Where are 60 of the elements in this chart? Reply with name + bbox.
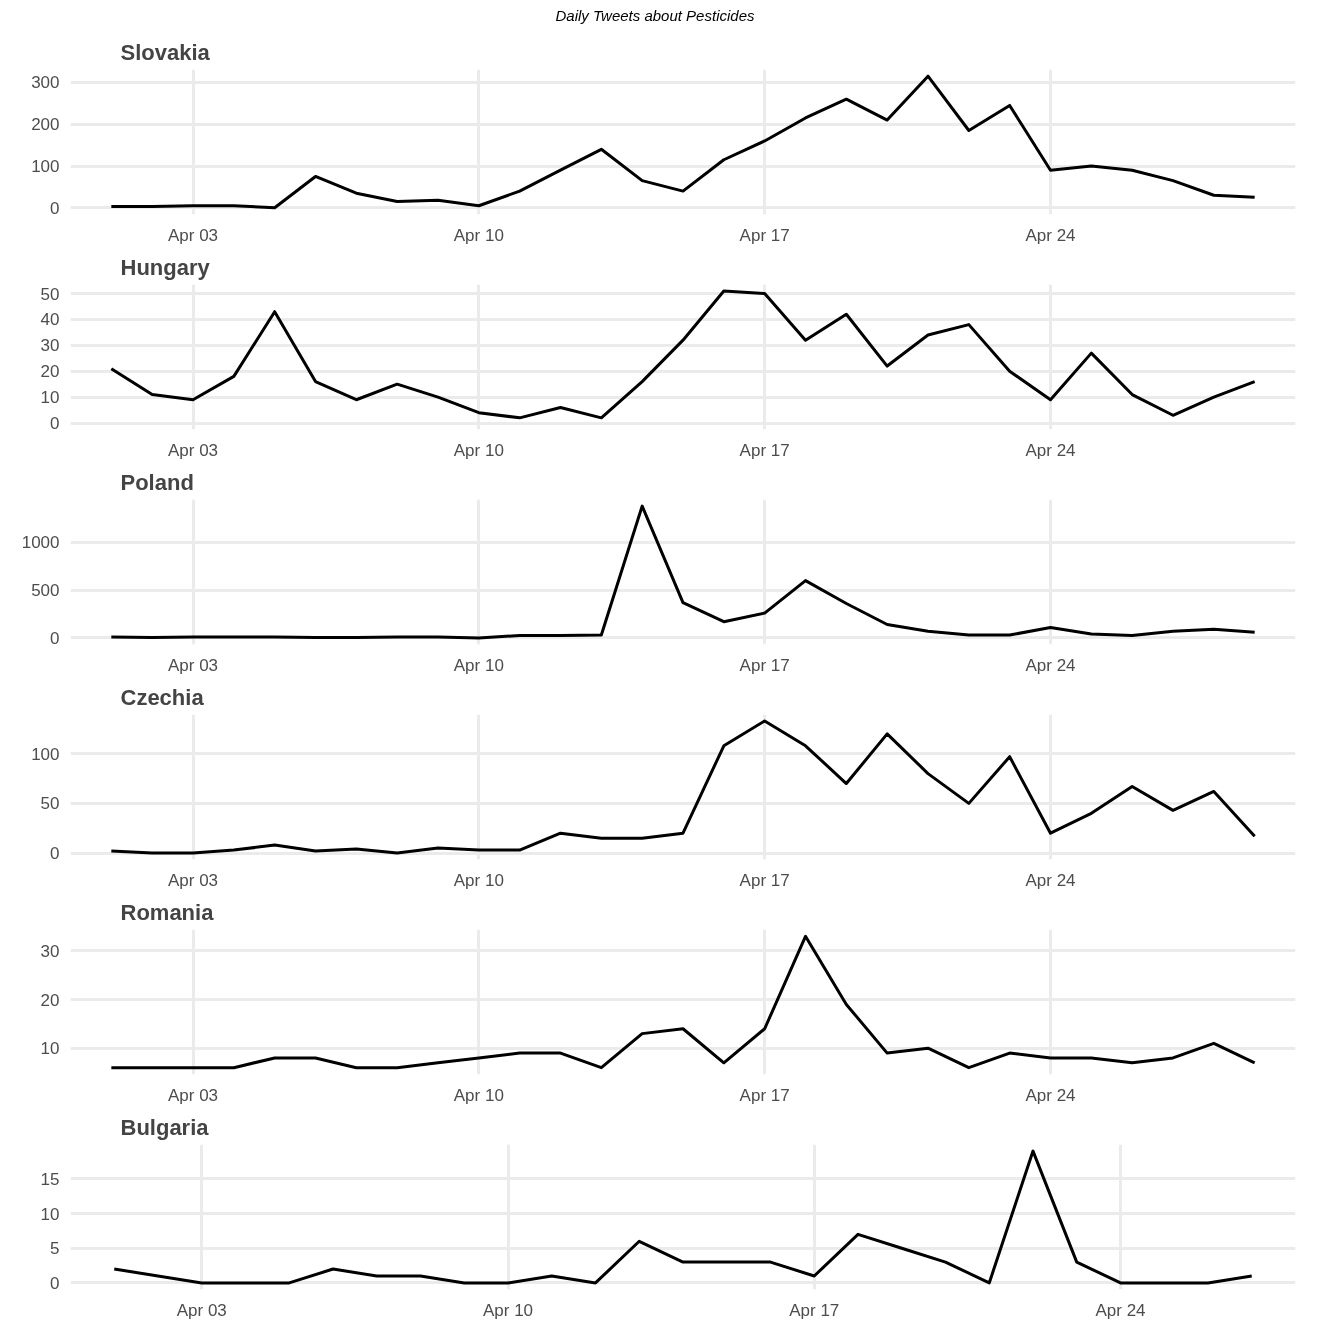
x-tick-label: Apr 24 [1025,655,1076,675]
y-tick-label: 0 [50,198,60,218]
x-tick-label: Apr 24 [1025,225,1076,245]
y-tick-label: 100 [31,157,60,177]
x-tick-label: Apr 03 [167,440,219,460]
line-series [109,934,1257,1070]
x-tick-label: Apr 03 [167,1085,219,1105]
x-tick-label: Apr 17 [739,225,790,245]
y-tick-label: 30 [40,941,60,961]
y-tick-label: 20 [40,990,60,1010]
x-tick-label: Apr 10 [453,1085,504,1105]
y-tick-label: 0 [50,1273,60,1293]
x-tick-label: Apr 24 [1095,1300,1146,1320]
x-tick-label: Apr 10 [453,870,504,890]
x-tick-label: Apr 17 [739,870,790,890]
y-tick-label: 10 [40,1204,60,1224]
x-tick-label: Apr 03 [176,1300,227,1320]
y-tick-label: 20 [40,362,60,382]
line-series [109,74,1257,210]
x-tick-label: Apr 17 [739,1085,790,1105]
y-tick-label: 300 [31,73,60,93]
y-tick-label: 10 [40,388,60,408]
y-tick-label: 0 [50,414,60,434]
x-tick-label: Apr 24 [1025,870,1076,890]
x-tick-label: Apr 17 [739,440,790,460]
y-tick-label: 5 [50,1239,60,1259]
x-tick-label: Apr 03 [167,870,219,890]
chart-title: Romania [120,899,215,925]
y-tick-label: 500 [31,581,60,601]
line-series [109,504,1257,640]
text: Daily Tweets about Pesticides [555,6,755,26]
y-tick-label: 200 [31,115,60,135]
chart-title: Slovakia [120,39,211,65]
y-tick-label: 100 [31,744,60,764]
y-tick-label: 50 [40,284,60,304]
chart-title: Czechia [120,684,205,710]
x-tick-label: Apr 03 [167,655,219,675]
x-tick-label: Apr 03 [167,225,219,245]
y-tick-label: 1000 [21,533,60,553]
x-tick-label: Apr 10 [453,655,504,675]
line-series [112,1149,1254,1285]
x-tick-label: Apr 24 [1025,440,1076,460]
y-tick-label: 30 [40,336,60,356]
line-series [109,719,1257,855]
x-tick-label: Apr 17 [739,655,790,675]
y-tick-label: 0 [50,628,60,648]
y-tick-label: 0 [50,844,60,864]
y-tick-label: 40 [40,310,60,330]
y-tick-label: 50 [40,794,60,814]
x-tick-label: Apr 10 [453,440,504,460]
chart-title: Bulgaria [120,1114,210,1140]
x-tick-label: Apr 10 [482,1300,534,1320]
y-tick-label: 15 [40,1169,60,1189]
x-tick-label: Apr 17 [789,1300,840,1320]
chart-title: Hungary [120,254,211,280]
chart-title: Poland [120,469,194,495]
line-series [109,289,1257,420]
y-tick-label: 10 [40,1039,60,1059]
x-tick-label: Apr 10 [453,225,504,245]
x-tick-label: Apr 24 [1025,1085,1076,1105]
